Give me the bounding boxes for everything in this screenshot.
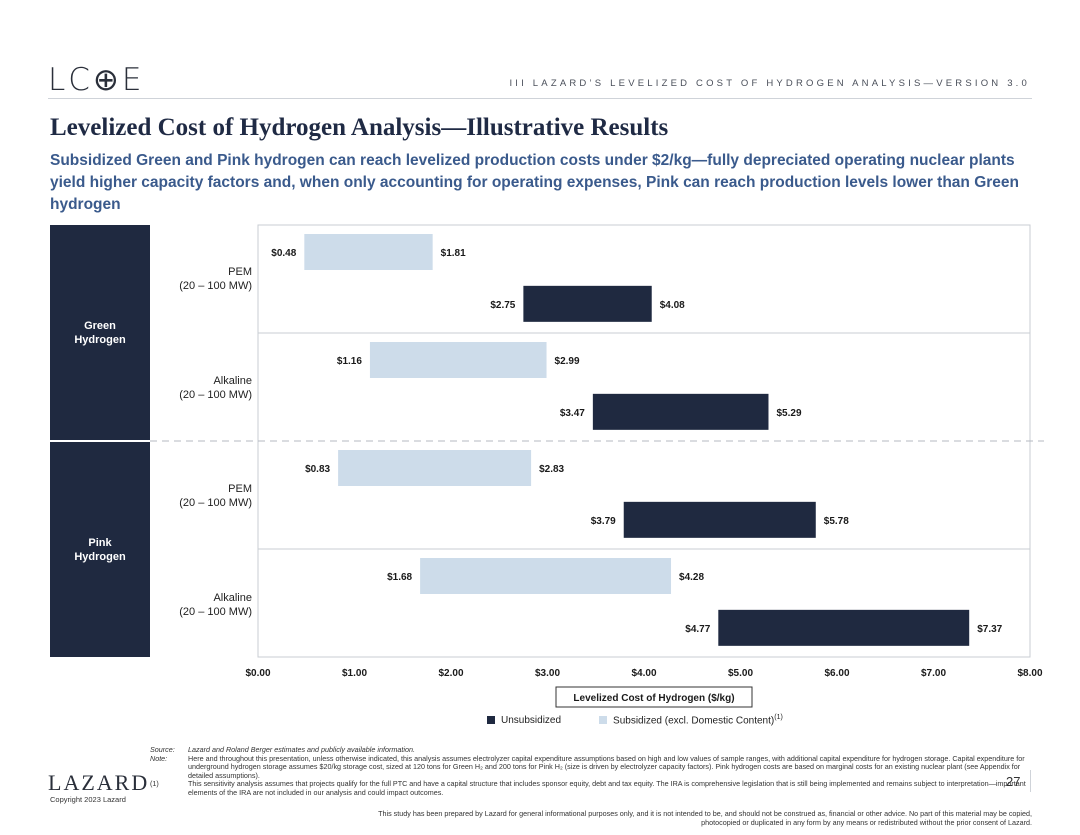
disclaimer: This study has been prepared by Lazard f… <box>378 809 1032 827</box>
legend-footnote-ref: (1) <box>774 714 783 721</box>
page-title: Levelized Cost of Hydrogen Analysis—Illu… <box>50 114 669 141</box>
footnote-1-text: This sensitivity analysis assumes that p… <box>188 779 1026 797</box>
bar-low-label: $3.79 <box>591 516 616 527</box>
bar-low-label: $4.77 <box>685 624 710 635</box>
legend-label-unsubsidized: Unsubsidized <box>501 714 562 726</box>
tech-name: PEM <box>228 483 252 495</box>
chart-legend: Unsubsidized Subsidized (excl. Domestic … <box>487 714 783 726</box>
tech-label: PEM (20 – 100 MW) <box>132 265 252 293</box>
footnotes: Source: Lazard and Roland Berger estimate… <box>150 745 1035 798</box>
header-title: III LAZARD’S LEVELIZED COST OF HYDROGEN … <box>509 78 1030 89</box>
x-axis-title: Levelized Cost of Hydrogen ($/kg) <box>573 693 734 704</box>
bar-low-label: $2.75 <box>490 300 515 311</box>
page-subtitle: Subsidized Green and Pink hydrogen can r… <box>50 152 1019 213</box>
legend-label-subsidized-text: Subsidized (excl. Domestic Content) <box>613 715 775 727</box>
x-tick-label: $8.00 <box>1017 668 1042 679</box>
note-text: Here and throughout this presentation, u… <box>188 753 1025 780</box>
x-tick-label: $2.00 <box>438 668 463 679</box>
x-tick-label: $1.00 <box>342 668 367 679</box>
unsubsidized-bar <box>718 609 970 646</box>
unsubsidized-bar <box>623 501 816 538</box>
unsubsidized-bar <box>592 393 769 430</box>
bar-high-label: $4.08 <box>660 300 685 311</box>
tech-name: Alkaline <box>213 592 252 604</box>
tech-label: Alkaline (20 – 100 MW) <box>132 374 252 402</box>
copyright: Copyright 2023 Lazard <box>50 795 126 804</box>
footnote-1-label: (1) <box>150 779 159 789</box>
x-tick-label: $7.00 <box>921 668 946 679</box>
bar-high-label: $2.83 <box>539 464 564 475</box>
bar-high-label: $2.99 <box>555 356 580 367</box>
lazard-logo: LAZARD <box>48 770 150 795</box>
bar-low-label: $3.47 <box>560 408 585 419</box>
lcoe-logo: LC⊕E <box>48 62 145 98</box>
header-divider <box>48 98 1032 99</box>
page-divider <box>1030 770 1031 792</box>
group-label-green-2: Hydrogen <box>74 333 126 346</box>
tech-label: PEM (20 – 100 MW) <box>132 482 252 510</box>
x-tick-label: $0.00 <box>245 668 270 679</box>
group-label-pink-2: Hydrogen <box>74 550 126 563</box>
bar-low-label: $0.48 <box>271 248 296 259</box>
bar-high-label: $1.81 <box>441 248 466 259</box>
note-label: Note: <box>150 753 168 763</box>
source-label: Source: <box>150 745 175 754</box>
unsubsidized-bar <box>523 285 652 322</box>
x-tick-label: $3.00 <box>535 668 560 679</box>
bar-low-label: $1.16 <box>337 356 362 367</box>
subsidized-bar <box>369 342 547 378</box>
group-band-green: Green Hydrogen <box>50 225 150 440</box>
tech-size: (20 – 100 MW) <box>179 497 252 509</box>
group-label-green-1: Green <box>84 319 116 332</box>
tech-size: (20 – 100 MW) <box>179 389 252 401</box>
x-tick-label: $5.00 <box>728 668 753 679</box>
tech-label: Alkaline (20 – 100 MW) <box>132 591 252 619</box>
x-tick-label: $6.00 <box>824 668 849 679</box>
lcoh-range-chart: $0.48 $1.81 $1.16 $2.99 $0.83 $2.83 $1.68 $4.28… <box>150 224 1044 708</box>
tech-size: (20 – 100 MW) <box>179 280 252 292</box>
bar-high-label: $7.37 <box>977 624 1002 635</box>
bar-low-label: $0.83 <box>305 464 330 475</box>
x-tick-label: $4.00 <box>631 668 656 679</box>
bar-low-label: $1.68 <box>387 572 412 583</box>
legend-swatch-unsubsidized <box>487 716 495 725</box>
group-label-pink-1: Pink <box>88 536 112 549</box>
legend-swatch-subsidized <box>599 716 608 725</box>
subsidized-bar <box>304 234 433 270</box>
bar-high-label: $4.28 <box>679 572 704 583</box>
tech-name: PEM <box>228 266 252 278</box>
group-band-pink: Pink Hydrogen <box>50 442 150 657</box>
source-text: Lazard and Roland Berger estimates and p… <box>188 745 415 754</box>
bar-high-label: $5.78 <box>824 516 849 527</box>
tech-name: Alkaline <box>213 375 252 387</box>
subsidized-bar <box>420 558 672 594</box>
legend-label-subsidized: Subsidized (excl. Domestic Content)(1) <box>613 714 783 726</box>
page-number: 27 <box>1006 774 1021 789</box>
subsidized-bar <box>338 450 532 486</box>
x-axis-title-box <box>555 686 753 708</box>
bar-high-label: $5.29 <box>776 408 801 419</box>
tech-size: (20 – 100 MW) <box>179 606 252 618</box>
